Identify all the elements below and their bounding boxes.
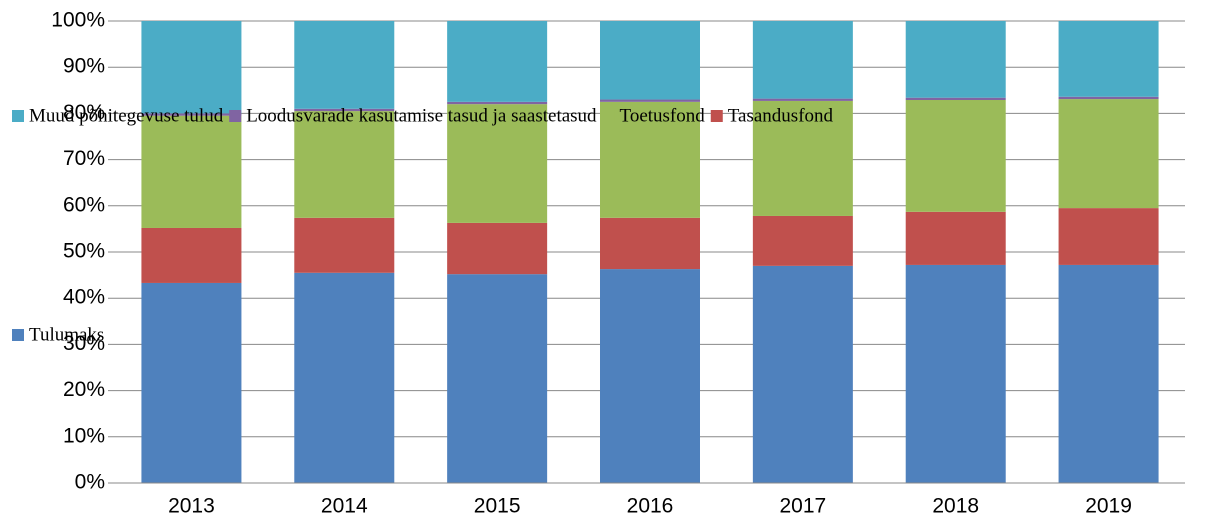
y-tick-label: 70% <box>63 147 105 170</box>
bar-segment <box>447 104 548 223</box>
y-tick-label: 80% <box>63 101 105 124</box>
y-tick-label: 10% <box>63 424 105 447</box>
bar-segment <box>1058 96 1159 100</box>
bar-segment <box>141 21 242 114</box>
y-tick-label: 30% <box>63 332 105 355</box>
bar-segment <box>1058 99 1159 209</box>
y-tick-label: 40% <box>63 286 105 309</box>
bar-segment <box>752 21 853 99</box>
bar-segment <box>141 115 242 228</box>
legend-swatch <box>12 110 24 122</box>
bar-segment <box>294 111 395 218</box>
x-tick-label: 2015 <box>474 495 521 518</box>
y-tick-label: 50% <box>63 240 105 263</box>
bar-segment <box>294 272 395 483</box>
bar-segment <box>294 21 395 109</box>
legend-label: Tasandusfond <box>728 105 834 126</box>
bar-segment <box>905 21 1006 98</box>
bar-segment <box>752 215 853 266</box>
y-tick-label: 0% <box>75 471 105 494</box>
bar-segment <box>141 282 242 483</box>
bar-segment <box>447 21 548 102</box>
x-tick-label: 2013 <box>168 495 215 518</box>
bar-segment <box>600 99 700 102</box>
x-tick-label: 2016 <box>627 495 674 518</box>
bar-segment <box>752 100 853 216</box>
bar-segment <box>600 269 700 483</box>
bar-segment <box>294 108 395 112</box>
bar-segment <box>447 101 548 105</box>
bar-segment <box>905 264 1006 483</box>
bar-segment <box>905 97 1006 101</box>
bar-segment <box>600 217 700 270</box>
bar-segment <box>1058 21 1159 97</box>
y-tick-label: 90% <box>63 55 105 78</box>
x-tick-label: 2014 <box>321 495 368 518</box>
bar-segment <box>141 227 242 283</box>
bar-segment <box>1058 264 1159 483</box>
bar-segment <box>447 222 548 275</box>
bar-segment <box>294 217 395 273</box>
legend-swatch <box>12 329 24 341</box>
bar-segment <box>905 100 1006 212</box>
y-tick-label: 60% <box>63 193 105 216</box>
bar-segment <box>1058 208 1159 265</box>
legend-swatch <box>602 110 615 122</box>
bar-segment <box>752 98 853 101</box>
legend-swatch <box>229 110 242 122</box>
x-tick-label: 2019 <box>1085 495 1132 518</box>
legend-label: Muud põhitegevuse tulud <box>29 105 224 126</box>
bar-segment <box>600 101 700 218</box>
y-tick-label: 100% <box>51 9 105 32</box>
legend-swatch <box>710 110 723 122</box>
legend-label: Tulumaks <box>29 324 104 345</box>
bar-segment <box>447 274 548 483</box>
y-tick-label: 20% <box>63 378 105 401</box>
bar-segment <box>752 265 853 483</box>
x-tick-label: 2017 <box>779 495 826 518</box>
bar-segment <box>905 211 1006 265</box>
legend-label: Toetusfond <box>620 105 706 126</box>
legend-label: Loodusvarade kasutamise tasud ja saastet… <box>246 105 597 126</box>
bar-segment <box>141 113 242 116</box>
bar-segment <box>600 21 700 100</box>
x-tick-label: 2018 <box>932 495 979 518</box>
